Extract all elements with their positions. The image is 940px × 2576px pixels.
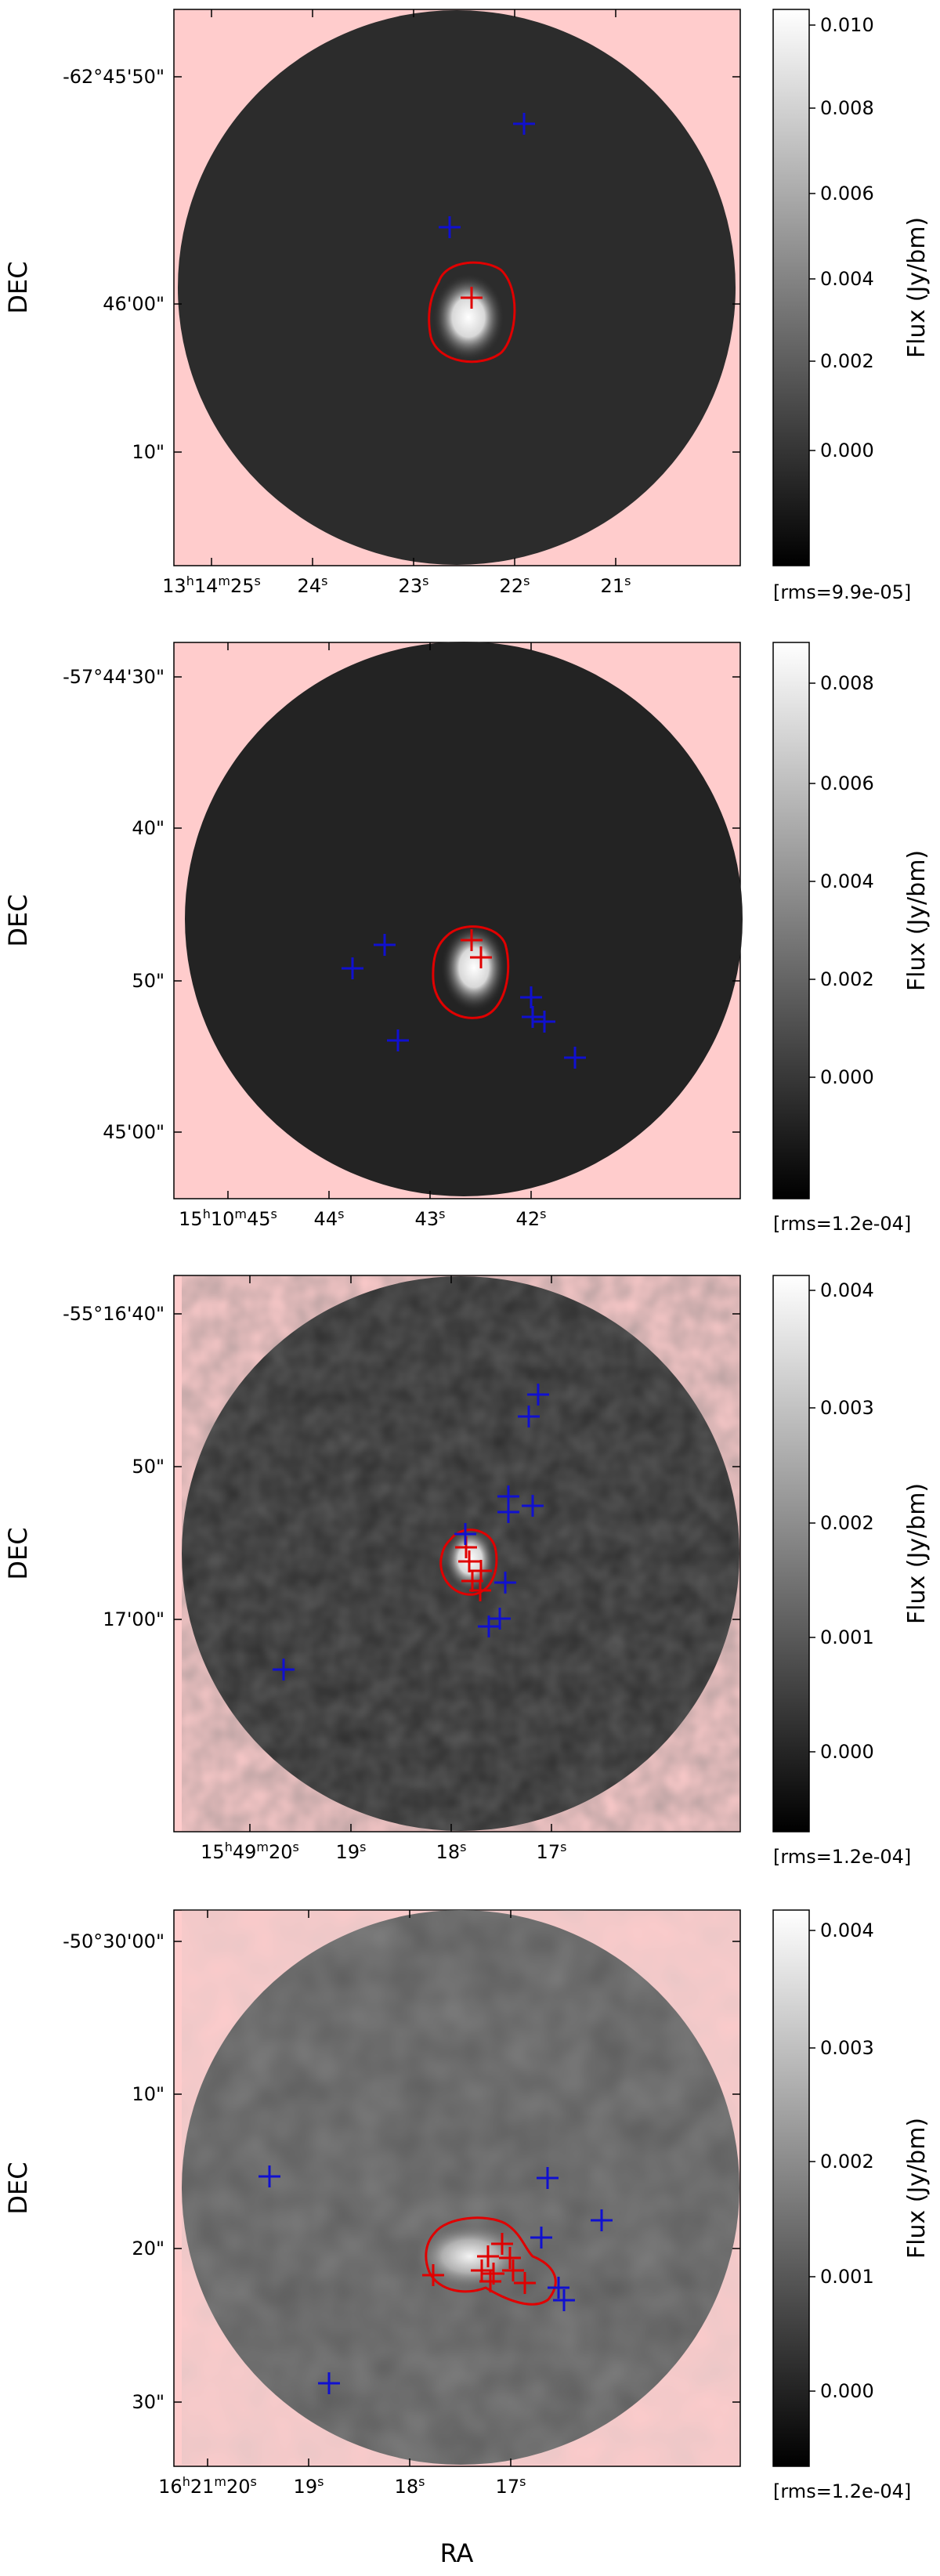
colorbar-tick-label: 0.006 bbox=[820, 772, 874, 794]
panel-4-source bbox=[415, 2223, 525, 2289]
ra-tick-label: 18s bbox=[395, 2474, 425, 2498]
panel-4-blue-markers bbox=[258, 2165, 613, 2394]
colorbar-tick-label: 0.006 bbox=[820, 183, 874, 204]
panel-4-colorbar-label: Flux (Jy/bm) bbox=[903, 2118, 931, 2259]
ra-tick-label: 43s bbox=[415, 1207, 446, 1231]
panel-2-blue-markers bbox=[342, 934, 586, 1069]
panel-1-rms: [rms=9.9e-05] bbox=[773, 581, 911, 603]
dec-tick-label: 10" bbox=[132, 441, 164, 463]
panel-4-image-texture bbox=[182, 1910, 739, 2465]
panel-1-colorbar-label: Flux (Jy/bm) bbox=[903, 217, 931, 358]
x-axis-title: RA bbox=[440, 2538, 474, 2568]
dec-tick-label: 45'00" bbox=[103, 1121, 164, 1143]
panel-1: [rms=9.9e-05] bbox=[173, 9, 911, 603]
panel-1-ylabel: DEC bbox=[3, 261, 33, 313]
ra-tick-label: 16h21m20s bbox=[158, 2474, 257, 2498]
colorbar-tick-label: 0.001 bbox=[820, 2266, 874, 2288]
colorbar-tick-label: 0.000 bbox=[820, 440, 874, 461]
tick-layer: 13h14m25s 24s 23s 22s 21s -62°45'50" 46'00" 10"… bbox=[63, 9, 874, 2498]
dec-tick-label: -57°44'30" bbox=[63, 666, 164, 688]
colorbar-tick-label: 0.004 bbox=[820, 1919, 874, 1941]
dec-tick-label: 10" bbox=[132, 2083, 164, 2105]
dec-tick-label: -62°45'50" bbox=[63, 66, 164, 88]
panel-2-rms: [rms=1.2e-04] bbox=[773, 1213, 911, 1235]
ra-tick-label: 17s bbox=[496, 2474, 526, 2498]
dec-tick-label: 30" bbox=[132, 2391, 164, 2413]
panel-1-colorbar bbox=[772, 9, 810, 566]
ra-tick-label: 13h14m25s bbox=[162, 573, 261, 598]
colorbar-tick-label: 0.001 bbox=[820, 1626, 874, 1648]
dec-tick-label: 50" bbox=[132, 1456, 164, 1478]
ra-tick-label: 15h49m20s bbox=[201, 1840, 299, 1864]
panel-4-red-markers bbox=[422, 2233, 536, 2294]
colorbar-tick-label: 0.004 bbox=[820, 1279, 874, 1301]
colorbar-tick-label: 0.002 bbox=[820, 2151, 874, 2173]
colorbar-tick-label: 0.003 bbox=[820, 1397, 874, 1419]
colorbar-tick-label: 0.002 bbox=[820, 350, 874, 372]
ra-tick-label: 44s bbox=[314, 1207, 345, 1231]
colorbar-gradient bbox=[772, 1275, 810, 1833]
panel-1-blue-markers bbox=[439, 113, 535, 238]
panel-4-rms: [rms=1.2e-04] bbox=[773, 2480, 911, 2502]
panel-1-contour bbox=[428, 261, 516, 364]
colorbar-tick-label: 0.000 bbox=[820, 1066, 874, 1088]
panel-3-colorbar bbox=[772, 1275, 810, 1833]
colorbar-tick-label: 0.002 bbox=[820, 1512, 874, 1534]
panel-3-red-markers bbox=[455, 1536, 492, 1601]
ra-tick-label: 23s bbox=[399, 573, 429, 598]
colorbar-tick-label: 0.008 bbox=[820, 97, 874, 119]
dec-tick-label: 17'00" bbox=[103, 1608, 164, 1630]
panel-4-ylabel: DEC bbox=[3, 2162, 33, 2214]
colorbar-gradient bbox=[772, 642, 810, 1199]
panel-1-red-markers bbox=[461, 287, 483, 309]
panel-4: [rms=1.2e-04] bbox=[173, 1909, 911, 2502]
ra-tick-label: 17s bbox=[537, 1840, 567, 1864]
panel-2-colorbar bbox=[772, 642, 810, 1199]
ra-tick-label: 24s bbox=[298, 573, 328, 598]
panel-2-ylabel: DEC bbox=[3, 894, 33, 946]
colorbar-tick-label: 0.010 bbox=[820, 14, 874, 36]
dec-tick-label: 20" bbox=[132, 2238, 164, 2259]
colorbar-gradient bbox=[772, 1909, 810, 2467]
panel-4-colorbar bbox=[772, 1909, 810, 2467]
colorbar-tick-label: 0.000 bbox=[820, 1741, 874, 1763]
colorbar-tick-label: 0.008 bbox=[820, 672, 874, 694]
dec-tick-label: 50" bbox=[132, 970, 164, 992]
colorbar-tick-label: 0.002 bbox=[820, 968, 874, 990]
panel-2: [rms=1.2e-04] bbox=[173, 642, 911, 1235]
panel-3: [rms=1.2e-04] bbox=[173, 1275, 911, 1868]
panel-2-source bbox=[441, 924, 507, 1011]
ra-tick-label: 21s bbox=[601, 573, 631, 598]
colorbar-tick-label: 0.004 bbox=[820, 870, 874, 892]
panel-2-red-markers bbox=[461, 929, 492, 968]
panel-3-ylabel: DEC bbox=[3, 1527, 33, 1579]
ra-tick-label: 15h10m45s bbox=[179, 1207, 277, 1231]
panel-2-contour bbox=[432, 925, 510, 1019]
dec-tick-label: 46'00" bbox=[103, 293, 164, 315]
dec-tick-label: -50°30'00" bbox=[63, 1930, 164, 1952]
ra-tick-label: 19s bbox=[294, 2474, 324, 2498]
ra-tick-label: 18s bbox=[436, 1840, 467, 1864]
panel-2-image bbox=[185, 642, 743, 1196]
dec-tick-label: -55°16'40" bbox=[63, 1303, 164, 1325]
colorbar-gradient bbox=[772, 9, 810, 566]
panel-3-contour bbox=[439, 1529, 498, 1596]
colorbar-tick-label: 0.003 bbox=[820, 2037, 874, 2059]
ra-tick-label: 19s bbox=[336, 1840, 367, 1864]
panel-3-blue-markers bbox=[273, 1384, 549, 1681]
ra-tick-label: 22s bbox=[500, 573, 530, 598]
panel-2-colorbar-label: Flux (Jy/bm) bbox=[903, 850, 931, 991]
colorbar-tick-label: 0.004 bbox=[820, 268, 874, 290]
colorbar-tick-label: 0.000 bbox=[820, 2380, 874, 2402]
dec-tick-label: 40" bbox=[132, 817, 164, 839]
ra-tick-label: 42s bbox=[516, 1207, 547, 1231]
panel-3-colorbar-label: Flux (Jy/bm) bbox=[903, 1483, 931, 1624]
panel-1-source bbox=[432, 273, 504, 361]
panel-3-rms: [rms=1.2e-04] bbox=[773, 1846, 911, 1868]
